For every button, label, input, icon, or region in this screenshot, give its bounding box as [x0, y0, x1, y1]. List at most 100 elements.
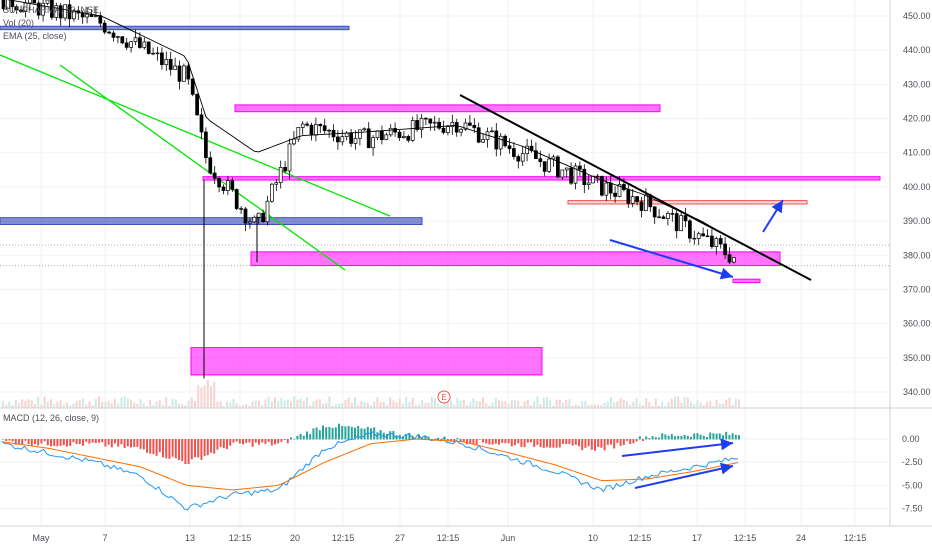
earnings-marker[interactable]: E	[437, 390, 451, 404]
macd-histogram-bar	[114, 439, 116, 444]
candle-up	[151, 52, 155, 55]
macd-histogram-bar	[242, 439, 244, 445]
candle-down	[635, 196, 639, 203]
volume-bar	[222, 405, 225, 408]
macd-histogram-bar	[542, 439, 545, 448]
macd-histogram-bar	[94, 439, 97, 444]
volume-bar	[600, 404, 603, 408]
volume-bar	[370, 405, 372, 408]
volume-bar	[379, 401, 382, 408]
candle-up	[644, 194, 648, 211]
macd-histogram-bar	[350, 426, 353, 440]
macd-histogram-bar	[734, 434, 737, 440]
volume-bar	[312, 401, 315, 408]
candle-up	[252, 216, 257, 223]
volume-bar	[216, 401, 219, 408]
candle-down	[639, 201, 644, 211]
volume-bar	[110, 403, 113, 408]
candle-up	[155, 52, 160, 55]
arrow-macd-divergence-lower	[634, 462, 734, 489]
candle-up	[586, 182, 591, 185]
macd-histogram-bar	[206, 439, 209, 456]
volume-bar	[299, 398, 302, 408]
volume-bar	[725, 399, 728, 408]
macd-histogram-bar	[203, 439, 206, 456]
macd-histogram-bar	[299, 433, 302, 440]
macd-histogram-bar	[571, 439, 574, 446]
volume-bar	[434, 398, 436, 408]
volume-bar	[437, 403, 440, 408]
volume-bar	[168, 405, 171, 408]
macd-histogram-bar	[504, 439, 507, 444]
volume-bar	[606, 401, 609, 408]
candle-up	[63, 4, 67, 19]
volume-bar	[213, 381, 216, 408]
macd-histogram-bar	[632, 439, 635, 444]
macd-histogram-bar	[53, 439, 56, 447]
volume-bar	[226, 401, 228, 408]
volume-bar	[50, 399, 52, 408]
volume-bar	[696, 400, 699, 408]
macd-histogram-bar	[360, 428, 363, 440]
volume-bar	[440, 404, 443, 408]
candle-up	[292, 138, 296, 145]
candle-up	[432, 121, 437, 124]
candle-down	[230, 180, 235, 190]
candle-down	[472, 125, 477, 129]
volume-bar	[338, 403, 340, 408]
macd-histogram-bar	[27, 439, 30, 445]
macd-histogram-bar	[341, 425, 344, 440]
macd-histogram-bar	[59, 439, 62, 446]
volume-bar	[46, 401, 49, 408]
macd-histogram-bar	[82, 439, 84, 446]
volume-bar	[584, 400, 587, 408]
macd-histogram-bar	[651, 436, 654, 440]
volume-bar	[206, 380, 209, 408]
macd-histogram-bar	[78, 439, 81, 445]
volume-bar	[56, 401, 59, 408]
macd-histogram-bar	[654, 437, 657, 440]
volume-bar	[427, 402, 430, 408]
volume-bar	[82, 398, 84, 408]
volume-bar	[648, 402, 651, 408]
volume-bar	[354, 397, 356, 408]
macd-histogram-bar	[37, 439, 40, 446]
volume-bar	[341, 402, 344, 408]
volume-bar	[693, 404, 696, 408]
volume-bar	[318, 399, 321, 408]
candle-down	[190, 78, 195, 95]
macd-histogram-bar	[280, 439, 283, 442]
volume-bar	[315, 399, 318, 408]
candle-down	[322, 125, 327, 131]
volume-bar	[98, 396, 100, 408]
volume-bar	[472, 398, 475, 408]
symbol-legend: SUNPHARMA, 60, NSE	[3, 5, 100, 15]
macd-histogram-bar	[344, 426, 347, 440]
macd-histogram-bar	[683, 434, 686, 440]
candle-up	[274, 182, 279, 185]
macd-histogram-bar	[190, 439, 193, 460]
candle-up	[459, 128, 463, 133]
time-tick-label: 17	[692, 533, 702, 543]
volume-bar	[446, 402, 449, 408]
volume-bar	[395, 402, 398, 408]
price-tick-label: 380.00	[903, 250, 931, 260]
volume-bar	[430, 396, 433, 408]
macd-histogram-bar	[456, 438, 459, 440]
volume-bar	[62, 404, 65, 408]
macd-histogram-bar	[514, 439, 516, 446]
volume-bar	[635, 398, 638, 408]
candle-down	[239, 208, 243, 210]
macd-histogram-bar	[466, 439, 468, 445]
macd-histogram-bar	[642, 439, 644, 441]
volume-bar	[549, 400, 552, 408]
macd-histogram-bar	[568, 439, 571, 445]
volume-bar	[453, 404, 456, 408]
volume-bar	[734, 398, 737, 408]
volume-bar	[101, 401, 104, 408]
macd-histogram-bar	[117, 439, 120, 447]
time-tick-label: 27	[395, 533, 405, 543]
candle-up	[402, 136, 406, 139]
volume-bar	[155, 401, 158, 408]
